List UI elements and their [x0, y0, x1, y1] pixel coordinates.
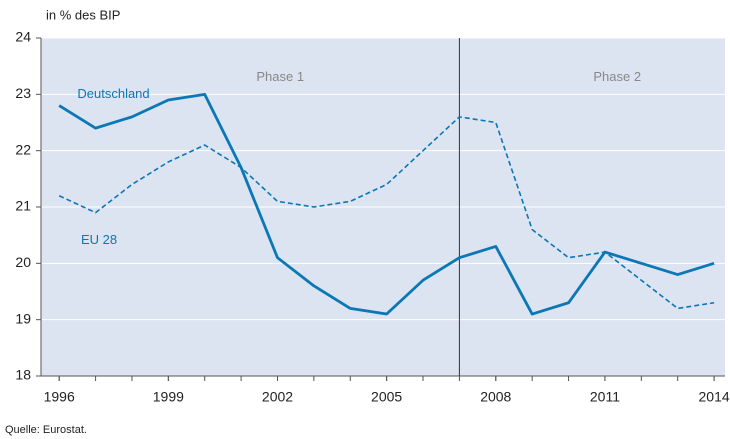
phase-label: Phase 2 [593, 69, 641, 84]
y-tick-label: 18 [15, 367, 31, 383]
y-tick-label: 20 [15, 254, 31, 270]
x-tick-label: 2014 [699, 389, 730, 405]
x-tick-label: 2005 [371, 389, 402, 405]
source: Quelle: Eurostat. [5, 424, 87, 436]
series-label: EU 28 [81, 232, 117, 247]
y-tick-label: 23 [15, 85, 31, 101]
y-tick-label: 21 [15, 198, 31, 214]
y-tick-label: 19 [15, 310, 31, 326]
series-line [58, 116, 715, 310]
y-unit-label: in % des BIP [46, 7, 120, 22]
y-tick-label: 24 [15, 29, 31, 45]
x-tick-label: 2011 [590, 389, 620, 405]
x-tick-label: 2002 [262, 389, 293, 405]
series-label: Deutschland [77, 86, 149, 101]
y-tick-label: 22 [15, 141, 31, 157]
x-tick-label: 1996 [44, 389, 75, 405]
x-tick-label: 1999 [153, 389, 184, 405]
x-tick-label: 2008 [480, 389, 511, 405]
phase-label: Phase 1 [256, 69, 304, 84]
